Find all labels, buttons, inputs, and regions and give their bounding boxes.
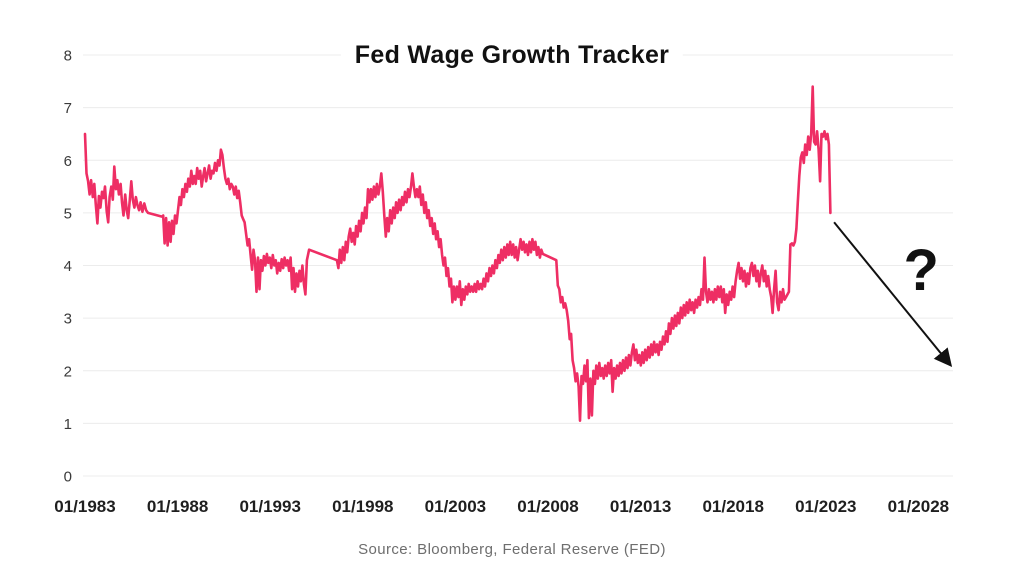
- x-axis-label: 01/1983: [54, 497, 115, 516]
- x-axis-label: 01/2018: [702, 497, 763, 516]
- question-mark-annotation: ?: [903, 238, 938, 303]
- y-axis-label: 4: [64, 258, 72, 275]
- x-axis-label: 01/1998: [332, 497, 393, 516]
- forecast-arrow: [833, 221, 953, 368]
- y-axis-label: 7: [64, 100, 72, 117]
- y-axis-label: 3: [64, 311, 72, 328]
- y-axis-label: 5: [64, 205, 72, 222]
- x-axis-label: 01/2013: [610, 497, 671, 516]
- x-axis-label: 01/1988: [147, 497, 208, 516]
- y-axis-label: 2: [64, 363, 72, 380]
- y-axis-label: 6: [64, 153, 72, 170]
- x-axis-label: 01/2003: [425, 497, 486, 516]
- y-axis-label: 8: [64, 48, 72, 65]
- chart-title: Fed Wage Growth Tracker: [340, 41, 684, 70]
- x-axis-label: 01/2008: [517, 497, 578, 516]
- x-axis-label: 01/1993: [239, 497, 300, 516]
- wage-growth-line: [83, 85, 832, 422]
- x-axis-label: 01/2028: [888, 497, 949, 516]
- source-caption: Source: Bloomberg, Federal Reserve (FED): [358, 541, 666, 558]
- y-axis-label: 1: [64, 416, 72, 433]
- x-axis-label: 01/2023: [795, 497, 856, 516]
- y-axis-label: 0: [64, 469, 72, 486]
